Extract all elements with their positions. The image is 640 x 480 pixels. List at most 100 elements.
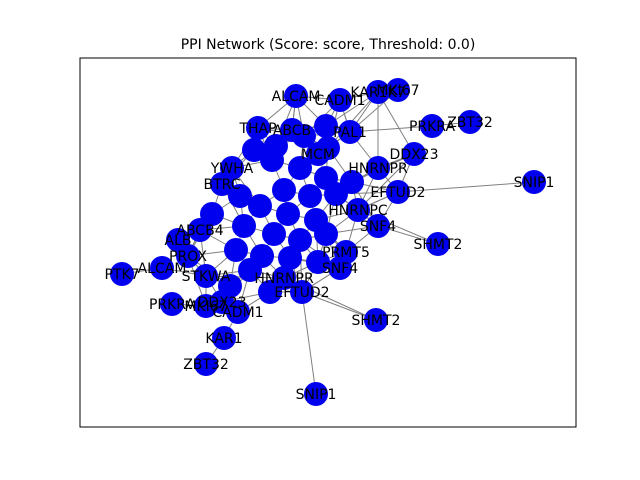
node-label-stkwa: STKWA bbox=[182, 269, 231, 285]
node-label-hnrnpc: HNRNPC bbox=[328, 203, 388, 219]
node-shmt2[interactable] bbox=[426, 232, 450, 256]
node-label-snf4b: SNF4 bbox=[322, 261, 358, 277]
node[interactable] bbox=[200, 202, 224, 226]
node-label-cadm1: CADM1 bbox=[314, 93, 365, 109]
node-stkwa[interactable] bbox=[194, 264, 218, 288]
node[interactable] bbox=[288, 156, 312, 180]
node-ptk7[interactable] bbox=[110, 262, 134, 286]
node-label-cadm1b: CADM1 bbox=[212, 305, 263, 321]
node[interactable] bbox=[340, 170, 364, 194]
edge-prkra-pal1 bbox=[349, 125, 433, 133]
node-alb[interactable] bbox=[166, 228, 190, 252]
node[interactable] bbox=[238, 258, 262, 282]
node-label-eftud2: EFTUD2 bbox=[370, 185, 425, 201]
node[interactable] bbox=[278, 246, 302, 270]
node-label-shmt2b: SHMT2 bbox=[352, 313, 401, 329]
node-zbt32[interactable] bbox=[458, 110, 482, 134]
node-label-ywha: YWHA bbox=[210, 161, 254, 177]
node[interactable] bbox=[316, 136, 340, 160]
node[interactable] bbox=[262, 222, 286, 246]
node-label-alb: ALB bbox=[165, 233, 192, 249]
node-hnrnpr[interactable] bbox=[366, 156, 390, 180]
node-label-mki67: MKI67 bbox=[376, 83, 419, 99]
edge bbox=[327, 91, 379, 149]
node[interactable] bbox=[272, 178, 296, 202]
plot-frame bbox=[79, 57, 577, 428]
node-eftud2[interactable] bbox=[386, 180, 410, 204]
node-label-snip1: SNIP1 bbox=[514, 175, 555, 191]
node-ddx23[interactable] bbox=[402, 142, 426, 166]
node-alcam[interactable] bbox=[284, 84, 308, 108]
node[interactable] bbox=[224, 238, 248, 262]
node-pal1[interactable] bbox=[338, 120, 362, 144]
node-label-ptk7: PTK7 bbox=[104, 267, 139, 283]
node-kar1[interactable] bbox=[212, 326, 236, 350]
node-snf4[interactable] bbox=[366, 214, 390, 238]
node-label-hnrnpr2: HNRNPR bbox=[254, 271, 314, 287]
node-label-prkra: PRKRA bbox=[409, 119, 456, 135]
node-cadm1b[interactable] bbox=[226, 300, 250, 324]
node[interactable] bbox=[228, 184, 252, 208]
node-eftud2b[interactable] bbox=[290, 280, 314, 304]
node[interactable] bbox=[306, 250, 330, 274]
node-shmt2b[interactable] bbox=[364, 308, 388, 332]
node-prkra[interactable] bbox=[420, 114, 444, 138]
node-hnrnpc[interactable] bbox=[346, 198, 370, 222]
node-cadm1[interactable] bbox=[328, 88, 352, 112]
node[interactable] bbox=[298, 184, 322, 208]
node-label-btrc: BTRC bbox=[204, 177, 241, 193]
node[interactable] bbox=[264, 134, 288, 158]
node-btrc[interactable] bbox=[210, 172, 234, 196]
node-label-zbt32b: ZBT32 bbox=[183, 357, 229, 373]
node-snip1b[interactable] bbox=[304, 382, 328, 406]
node-label-snf4: SNF4 bbox=[360, 219, 396, 235]
node-label-eftud2b: EFTUD2 bbox=[274, 285, 329, 301]
node-label-pal1: PAL1 bbox=[333, 125, 367, 141]
node-label-alcam: ALCAM bbox=[272, 89, 321, 105]
node-label-hnrnpr: HNRNPR bbox=[348, 161, 408, 177]
node-kar1k7[interactable] bbox=[366, 80, 390, 104]
node-label-alcam2: ALCAM bbox=[138, 261, 187, 277]
node-alcam2[interactable] bbox=[150, 256, 174, 280]
node-label-shmt2: SHMT2 bbox=[414, 237, 463, 253]
edge-snip1b-eftud2b bbox=[301, 291, 317, 395]
node[interactable] bbox=[242, 138, 266, 162]
node-label-abcb: ABCB bbox=[273, 123, 311, 139]
node-label-abcb4: ABCB4 bbox=[176, 223, 223, 239]
node-label-snip1b: SNIP1 bbox=[296, 387, 337, 403]
node-label-prkra2: PRKRA bbox=[149, 297, 196, 313]
edge-shmt2-hnrnpc bbox=[357, 209, 439, 245]
node[interactable] bbox=[276, 202, 300, 226]
node-label-zbt32: ZBT32 bbox=[447, 115, 493, 131]
edge-shmt2b-eftud2b bbox=[301, 291, 377, 321]
node-label-mki67b: MKI67 bbox=[184, 299, 227, 315]
edge bbox=[357, 153, 415, 211]
node[interactable] bbox=[232, 214, 256, 238]
node-label-prmt5: PRMT5 bbox=[322, 245, 370, 261]
node[interactable] bbox=[218, 274, 242, 298]
node-label-prox: PROX bbox=[169, 249, 207, 265]
node[interactable] bbox=[288, 228, 312, 252]
node-label-ddx23: DDX23 bbox=[390, 147, 439, 163]
node-snf4b[interactable] bbox=[328, 256, 352, 280]
node-label-kar1: KAR1 bbox=[205, 331, 242, 347]
node-label-mcm: MCM bbox=[301, 147, 335, 163]
edge-snip1-eftud2 bbox=[397, 181, 535, 193]
node[interactable] bbox=[248, 194, 272, 218]
node[interactable] bbox=[314, 114, 338, 138]
node-snip1[interactable] bbox=[522, 170, 546, 194]
node-label-ddx23b: DDX23 bbox=[198, 295, 247, 311]
node-zbt32b[interactable] bbox=[194, 352, 218, 376]
node[interactable] bbox=[292, 124, 316, 148]
figure-title: PPI Network (Score: score, Threshold: 0.… bbox=[181, 37, 476, 53]
node[interactable] bbox=[314, 222, 338, 246]
node-label-kar1k7: KAR1K7 bbox=[350, 85, 405, 101]
node-prkra2[interactable] bbox=[160, 292, 184, 316]
nodes-layer bbox=[110, 78, 546, 406]
node-label-thap: THAP bbox=[238, 121, 276, 137]
node[interactable] bbox=[258, 280, 282, 304]
node-thap[interactable] bbox=[246, 116, 270, 140]
node-mki67[interactable] bbox=[386, 78, 410, 102]
